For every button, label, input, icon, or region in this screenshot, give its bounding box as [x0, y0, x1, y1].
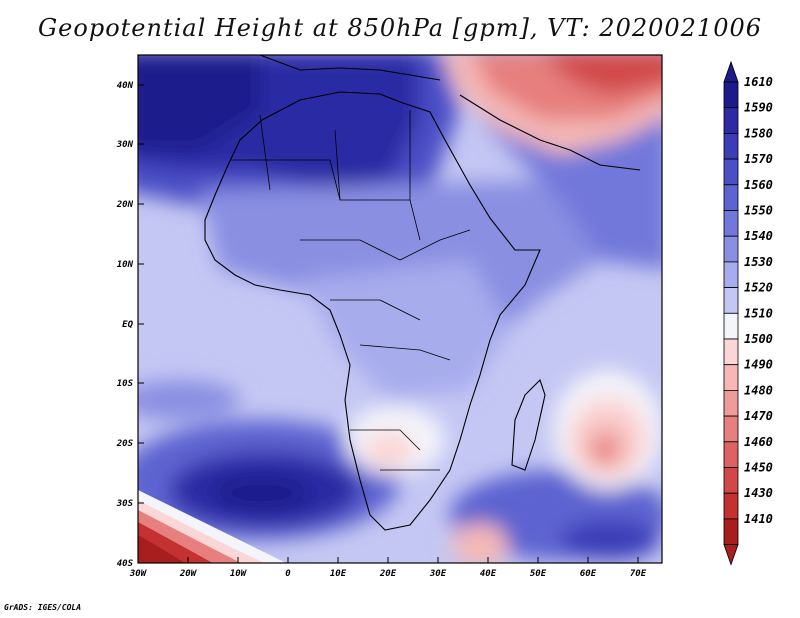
- colorbar-label: 1480: [744, 383, 773, 397]
- colorbar-label: 1460: [744, 435, 773, 449]
- colorbar-swatch: [723, 312, 739, 340]
- colorbar-swatch: [723, 235, 739, 263]
- lon-label-40e: 40E: [480, 569, 497, 579]
- credit-text: GrADS: IGES/COLA: [4, 603, 82, 612]
- lat-label-30s: 30S: [116, 499, 134, 509]
- colorbar-label: 1580: [744, 126, 773, 140]
- colorbar-label: 1510: [744, 306, 773, 320]
- lon-label-30w: 30W: [129, 569, 148, 579]
- colorbar-swatch: [723, 107, 739, 134]
- colorbar-arrow-bottom: [723, 544, 739, 566]
- colorbar-label: 1590: [744, 101, 773, 115]
- longitude-labels: 30W 20W 10W 0 10E 20E 30E 40E 50E 60E 70…: [129, 569, 647, 579]
- colorbar-swatch: [723, 158, 739, 186]
- lat-label-40n: 40N: [117, 81, 134, 91]
- colorbar-label: 1560: [744, 178, 773, 192]
- colorbar-swatch: [723, 287, 739, 314]
- lon-label-20w: 20W: [179, 569, 198, 579]
- lon-label-0: 0: [285, 569, 291, 579]
- lat-label-eq: EQ: [122, 320, 133, 330]
- lat-label-20s: 20S: [116, 439, 134, 449]
- map-frame: [137, 54, 663, 564]
- country-borders: [230, 110, 471, 471]
- colorbar-label: 1470: [744, 409, 773, 423]
- colorbar-label: 1550: [744, 204, 773, 218]
- lon-label-70e: 70E: [630, 569, 647, 579]
- colorbar-swatch: [723, 467, 739, 494]
- colorbar-swatch: [723, 81, 739, 109]
- colorbar-label: 1540: [744, 229, 773, 243]
- colorbar-swatch: [723, 518, 739, 546]
- colorbar-swatch: [723, 184, 739, 211]
- colorbar-label: 1500: [744, 332, 773, 346]
- colorbar-swatch: [723, 261, 739, 288]
- lat-label-10n: 10N: [117, 260, 134, 270]
- colorbar-swatch: [723, 415, 739, 443]
- lat-label-10s: 10S: [117, 379, 134, 389]
- colorbar-label: 1570: [744, 152, 773, 166]
- lon-label-60e: 60E: [580, 569, 597, 579]
- map-title: Geopotential Height at 850hPa [gpm], VT:…: [38, 14, 762, 42]
- lat-label-20n: 20N: [116, 200, 134, 210]
- colorbar-label: 1520: [744, 281, 773, 295]
- axis-ticks: [138, 84, 639, 563]
- colorbar-arrow-top: [723, 60, 739, 83]
- lon-label-20e: 20E: [379, 569, 397, 579]
- colorbar-label: 1490: [744, 358, 773, 372]
- coastlines: [204, 55, 641, 531]
- colorbar-label: 1410: [744, 512, 773, 526]
- colorbar-swatch: [723, 364, 739, 391]
- latitude-labels: 40N 30N 20N 10N EQ 10S 20S 30S 40S: [116, 81, 134, 569]
- colorbar-swatch: [723, 210, 739, 237]
- colorbar-swatch: [723, 492, 739, 520]
- lon-label-50e: 50E: [530, 569, 547, 579]
- colorbar: 1610 1590 1580 1570 1560 1550 1540 1530 1520 1510…: [723, 60, 773, 566]
- colorbar-label: 1610: [744, 75, 773, 89]
- lon-label-30e: 30E: [429, 569, 447, 579]
- colorbar-label: 1530: [744, 255, 773, 269]
- lat-label-40s: 40S: [117, 559, 134, 569]
- colorbar-swatch: [723, 338, 739, 366]
- colorbar-swatch: [723, 441, 739, 468]
- colorbar-swatch: [723, 132, 739, 160]
- colorbar-swatch: [723, 389, 739, 417]
- lon-label-10e: 10E: [330, 569, 347, 579]
- height-field: [138, 55, 662, 563]
- lon-label-10w: 10W: [230, 569, 248, 579]
- lat-label-30n: 30N: [116, 140, 134, 150]
- colorbar-label: 1430: [744, 486, 773, 500]
- colorbar-label: 1450: [744, 461, 773, 475]
